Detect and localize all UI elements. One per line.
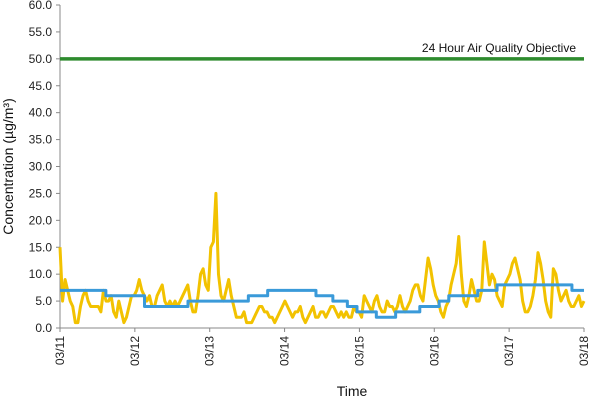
x-tick-label: 03/11 — [53, 336, 67, 365]
y-tick-label: 30.0 — [29, 160, 53, 174]
y-tick-label: 60.0 — [29, 0, 53, 12]
objective-annotation: 24 Hour Air Quality Objective — [422, 41, 576, 55]
x-tick-label: 03/14 — [278, 336, 292, 366]
y-tick-label: 15.0 — [29, 240, 53, 254]
y-tick-label: 45.0 — [29, 79, 53, 93]
y-tick-label: 50.0 — [29, 52, 53, 66]
y-tick-label: 25.0 — [29, 186, 53, 200]
y-tick-label: 5.0 — [35, 294, 52, 308]
y-tick-label: 35.0 — [29, 133, 53, 147]
y-tick-label: 10.0 — [29, 267, 53, 281]
y-tick-label: 20.0 — [29, 213, 53, 227]
x-tick-label: 03/13 — [203, 336, 217, 366]
x-axis-ticks: 03/11 03/12 03/13 03/14 03/15 03/16 03/17 03/18 — [53, 328, 591, 366]
series-line-1 — [58, 191, 586, 325]
y-tick-label: 0.0 — [35, 321, 52, 335]
x-tick-label: 03/17 — [502, 336, 516, 366]
x-axis-title: Time — [337, 383, 368, 399]
x-tick-label: 03/15 — [352, 336, 366, 366]
x-tick-label: 03/12 — [128, 336, 142, 366]
series-line-2 — [60, 283, 584, 319]
y-axis-ticks: 0.0 5.0 10.0 15.0 20.0 25.0 30.0 35.0 40.0 45.0 50… — [29, 0, 60, 335]
y-axis-title: Concentration (µg/m³) — [0, 98, 16, 234]
y-tick-label: 55.0 — [29, 25, 53, 39]
series-layer — [58, 57, 586, 325]
x-tick-label: 03/16 — [427, 336, 441, 366]
y-tick-label: 40.0 — [29, 106, 53, 120]
x-tick-label: 03/18 — [577, 336, 591, 366]
